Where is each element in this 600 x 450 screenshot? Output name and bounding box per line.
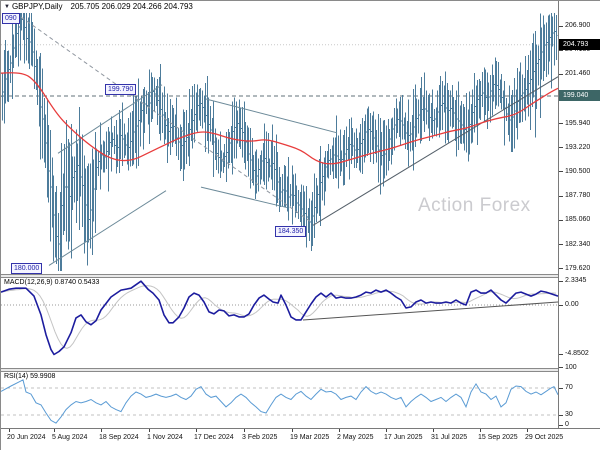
price-tick-label: 185.060 bbox=[565, 216, 591, 224]
date-tick-mark bbox=[386, 429, 387, 432]
price-tick-mark bbox=[559, 123, 563, 125]
rsi-tick-label: 70 bbox=[565, 384, 573, 391]
rsi-tick-mark bbox=[559, 424, 563, 426]
rsi-line[interactable] bbox=[1, 379, 558, 424]
price-annotation-180.000[interactable]: 180.000 bbox=[11, 263, 43, 274]
price-tick-mark bbox=[559, 73, 563, 75]
trendline-left-channel-lower[interactable] bbox=[48, 190, 167, 266]
price-tick-label: 193.220 bbox=[565, 143, 591, 151]
price-chart-canvas[interactable] bbox=[1, 1, 558, 274]
trendline-rising-support[interactable] bbox=[312, 76, 558, 226]
rsi-tick-mark bbox=[559, 414, 563, 416]
date-tick-label: 17 Jun 2025 bbox=[384, 434, 423, 441]
price-tick-mark bbox=[559, 268, 563, 270]
price-annotation-184.350[interactable]: 184.350 bbox=[275, 226, 307, 237]
date-tick-label: 15 Sep 2025 bbox=[478, 434, 518, 441]
date-tick-mark bbox=[101, 429, 102, 432]
panel-divider-rsi[interactable] bbox=[1, 368, 600, 372]
macd-label-values: 0.8740 0.5433 bbox=[54, 279, 100, 286]
price-annotation-199.790[interactable]: 199.790 bbox=[105, 84, 137, 95]
price-tick-mark bbox=[559, 219, 563, 221]
date-tick-mark bbox=[244, 429, 245, 432]
date-tick-label: 31 Jul 2025 bbox=[431, 434, 468, 441]
rsi-label-name: RSI(14) bbox=[4, 373, 29, 380]
rsi-label-value: 59.9908 bbox=[30, 373, 56, 380]
price-tick-mark bbox=[559, 25, 563, 27]
chart-title-bar: ▼ GBPJPY,Daily 205.705 206.029 204.266 204… bbox=[4, 2, 193, 11]
price-tick-mark bbox=[559, 244, 563, 246]
rsi-tick-label: 30 bbox=[565, 411, 573, 418]
panel-divider-macd[interactable] bbox=[1, 274, 600, 278]
chart-title-symbol: GBPJPY,Daily bbox=[11, 2, 63, 11]
price-tick-label: 190.500 bbox=[565, 167, 591, 175]
rsi-tick-mark bbox=[559, 387, 563, 389]
macd-signal-line[interactable] bbox=[1, 285, 557, 349]
rsi-chart-canvas[interactable] bbox=[1, 372, 558, 428]
price-axis[interactable]: 206.900204.180201.460198.740195.940193.2… bbox=[558, 1, 600, 429]
price-tick-label: 182.340 bbox=[565, 240, 591, 248]
price-tick-mark bbox=[559, 195, 563, 197]
price-tag-199.040: 199.040 bbox=[559, 90, 600, 102]
date-tick-mark bbox=[9, 429, 10, 432]
date-tick-mark bbox=[196, 429, 197, 432]
date-tick-label: 20 Jun 2024 bbox=[7, 434, 46, 441]
macd-tick-label: 0.00 bbox=[565, 301, 579, 308]
macd-tick-mark bbox=[559, 280, 563, 282]
price-tick-mark bbox=[559, 147, 563, 149]
date-tick-mark bbox=[339, 429, 340, 432]
macd-tick-mark bbox=[559, 304, 563, 306]
price-tick-label: 195.940 bbox=[565, 119, 591, 127]
macd-tick-label: -4.8502 bbox=[565, 350, 589, 358]
date-tick-label: 19 Mar 2025 bbox=[290, 434, 330, 441]
watermark: Action Forex bbox=[418, 195, 531, 216]
price-tick-label: 206.900 bbox=[565, 22, 591, 29]
rsi-indicator-label: RSI(14) 59.9908 bbox=[4, 373, 55, 380]
macd-trendline[interactable] bbox=[302, 301, 558, 321]
date-tick-label: 5 Aug 2024 bbox=[52, 434, 88, 441]
date-tick-label: 1 Nov 2024 bbox=[147, 434, 183, 441]
macd-tick-mark bbox=[559, 353, 563, 355]
date-tick-mark bbox=[292, 429, 293, 432]
trendline-mid-channel-lower[interactable] bbox=[200, 186, 288, 209]
price-tick-label: 187.780 bbox=[565, 192, 591, 200]
macd-tick-label: 2.3345 bbox=[565, 277, 587, 285]
price-tick-label: 201.460 bbox=[565, 70, 591, 78]
time-axis[interactable]: 20 Jun 2024 5 Aug 2024 18 Sep 2024 1 Nov 20… bbox=[1, 428, 600, 450]
macd-main-line[interactable] bbox=[1, 280, 558, 356]
date-tick-mark bbox=[149, 429, 150, 432]
macd-chart-canvas[interactable] bbox=[1, 278, 558, 368]
rsi-tick-mark bbox=[559, 367, 563, 369]
price-tick-mark bbox=[559, 171, 563, 173]
moving-average-line[interactable] bbox=[1, 72, 558, 165]
trendline-left-channel-upper[interactable] bbox=[57, 84, 163, 154]
date-tick-label: 2 May 2025 bbox=[337, 434, 374, 441]
date-tick-mark bbox=[527, 429, 528, 432]
macd-label-name: MACD(12,26,9) bbox=[4, 279, 53, 286]
macd-indicator-label: MACD(12,26,9) 0.8740 0.5433 bbox=[4, 279, 99, 286]
date-tick-label: 29 Oct 2025 bbox=[525, 434, 564, 441]
trendline-descending-dashed[interactable] bbox=[20, 16, 313, 224]
price-tick-label: 179.620 bbox=[565, 264, 591, 272]
date-tick-mark bbox=[480, 429, 481, 432]
date-tick-mark bbox=[54, 429, 55, 432]
rsi-tick-label: 0 bbox=[565, 421, 569, 428]
price-tag-204.793: 204.793 bbox=[559, 39, 600, 51]
date-tick-label: 17 Dec 2024 bbox=[194, 434, 234, 441]
date-tick-label: 3 Feb 2025 bbox=[242, 434, 278, 441]
trendline-mid-channel-upper[interactable] bbox=[205, 98, 338, 134]
chart-title-ohlc: 205.705 206.029 204.266 204.793 bbox=[70, 2, 193, 11]
rsi-tick-label: 100 bbox=[565, 363, 577, 371]
date-tick-mark bbox=[433, 429, 434, 432]
date-tick-label: 18 Sep 2024 bbox=[99, 434, 139, 441]
price-annotation-090[interactable]: 090 bbox=[2, 13, 20, 24]
symbol-dropdown-icon[interactable]: ▼ bbox=[4, 4, 10, 10]
